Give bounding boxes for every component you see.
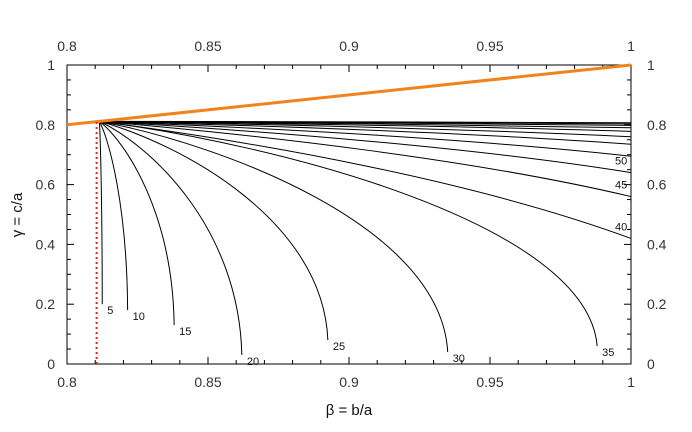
y-right-tick-label: 0.8 — [647, 117, 667, 133]
curve-35 — [99, 120, 598, 347]
x-tick-label: 0.95 — [476, 374, 503, 390]
curve-labels: 5 10 15 20 25 30 35 40 45 50 — [107, 156, 627, 368]
plot-frame — [66, 64, 632, 365]
curve-55 — [99, 120, 632, 157]
y-axis-title: γ = c/a — [9, 192, 26, 237]
curve-label-35: 35 — [602, 347, 614, 359]
curve-45 — [99, 120, 632, 198]
curve-5 — [98, 121, 103, 305]
curve-label-40: 40 — [615, 221, 627, 233]
x-tick-label: 0.9 — [339, 374, 359, 390]
y-tick-label: 0.6 — [36, 177, 56, 193]
curve-30 — [99, 120, 449, 353]
reference-lines — [66, 63, 632, 364]
curve-15 — [99, 120, 175, 326]
x-tick-label: 0.85 — [194, 374, 221, 390]
curve-label-5: 5 — [107, 305, 113, 317]
curve-label-10: 10 — [133, 311, 145, 323]
y-tick-label: 0.2 — [36, 296, 56, 312]
x-top-tick-label: 0.9 — [339, 38, 359, 54]
y-tick-label: 0.8 — [36, 117, 56, 133]
y-tick-label: 0 — [47, 356, 55, 372]
curve-label-20: 20 — [247, 356, 259, 368]
curve-40 — [99, 120, 632, 239]
curve-label-15: 15 — [179, 326, 191, 338]
curve-90 — [99, 120, 632, 124]
curve-label-50: 50 — [615, 156, 627, 168]
x-top-tick-label: 0.85 — [194, 38, 221, 54]
curve-label-30: 30 — [453, 353, 465, 365]
curve-label-25: 25 — [333, 341, 345, 353]
x-top-tick-label: 1 — [627, 38, 635, 54]
plot-border — [66, 64, 632, 365]
y-tick-label: 0.4 — [36, 236, 56, 252]
x-tick-label: 0.8 — [57, 374, 77, 390]
x-top-tick-label: 0.95 — [476, 38, 503, 54]
curve-50 — [99, 120, 632, 174]
curve-series — [98, 120, 632, 356]
x-axis-title: β = b/a — [326, 402, 373, 419]
curve-25 — [99, 120, 329, 341]
y-right-tick-label: 0.6 — [647, 177, 667, 193]
curve-60 — [99, 120, 632, 145]
y-right-tick-label: 0 — [647, 356, 655, 372]
x-top-tick-label: 0.8 — [57, 38, 77, 54]
curve-10 — [98, 121, 129, 311]
curve-label-45: 45 — [615, 180, 627, 192]
y-tick-label: 1 — [47, 57, 55, 73]
x-tick-label: 1 — [627, 374, 635, 390]
axis-ticks — [66, 64, 632, 365]
y-right-tick-label: 1 — [647, 57, 655, 73]
diagonal-line — [66, 63, 632, 127]
y-right-tick-label: 0.2 — [647, 296, 667, 312]
curve-20 — [99, 120, 243, 356]
y-right-tick-label: 0.4 — [647, 236, 667, 252]
